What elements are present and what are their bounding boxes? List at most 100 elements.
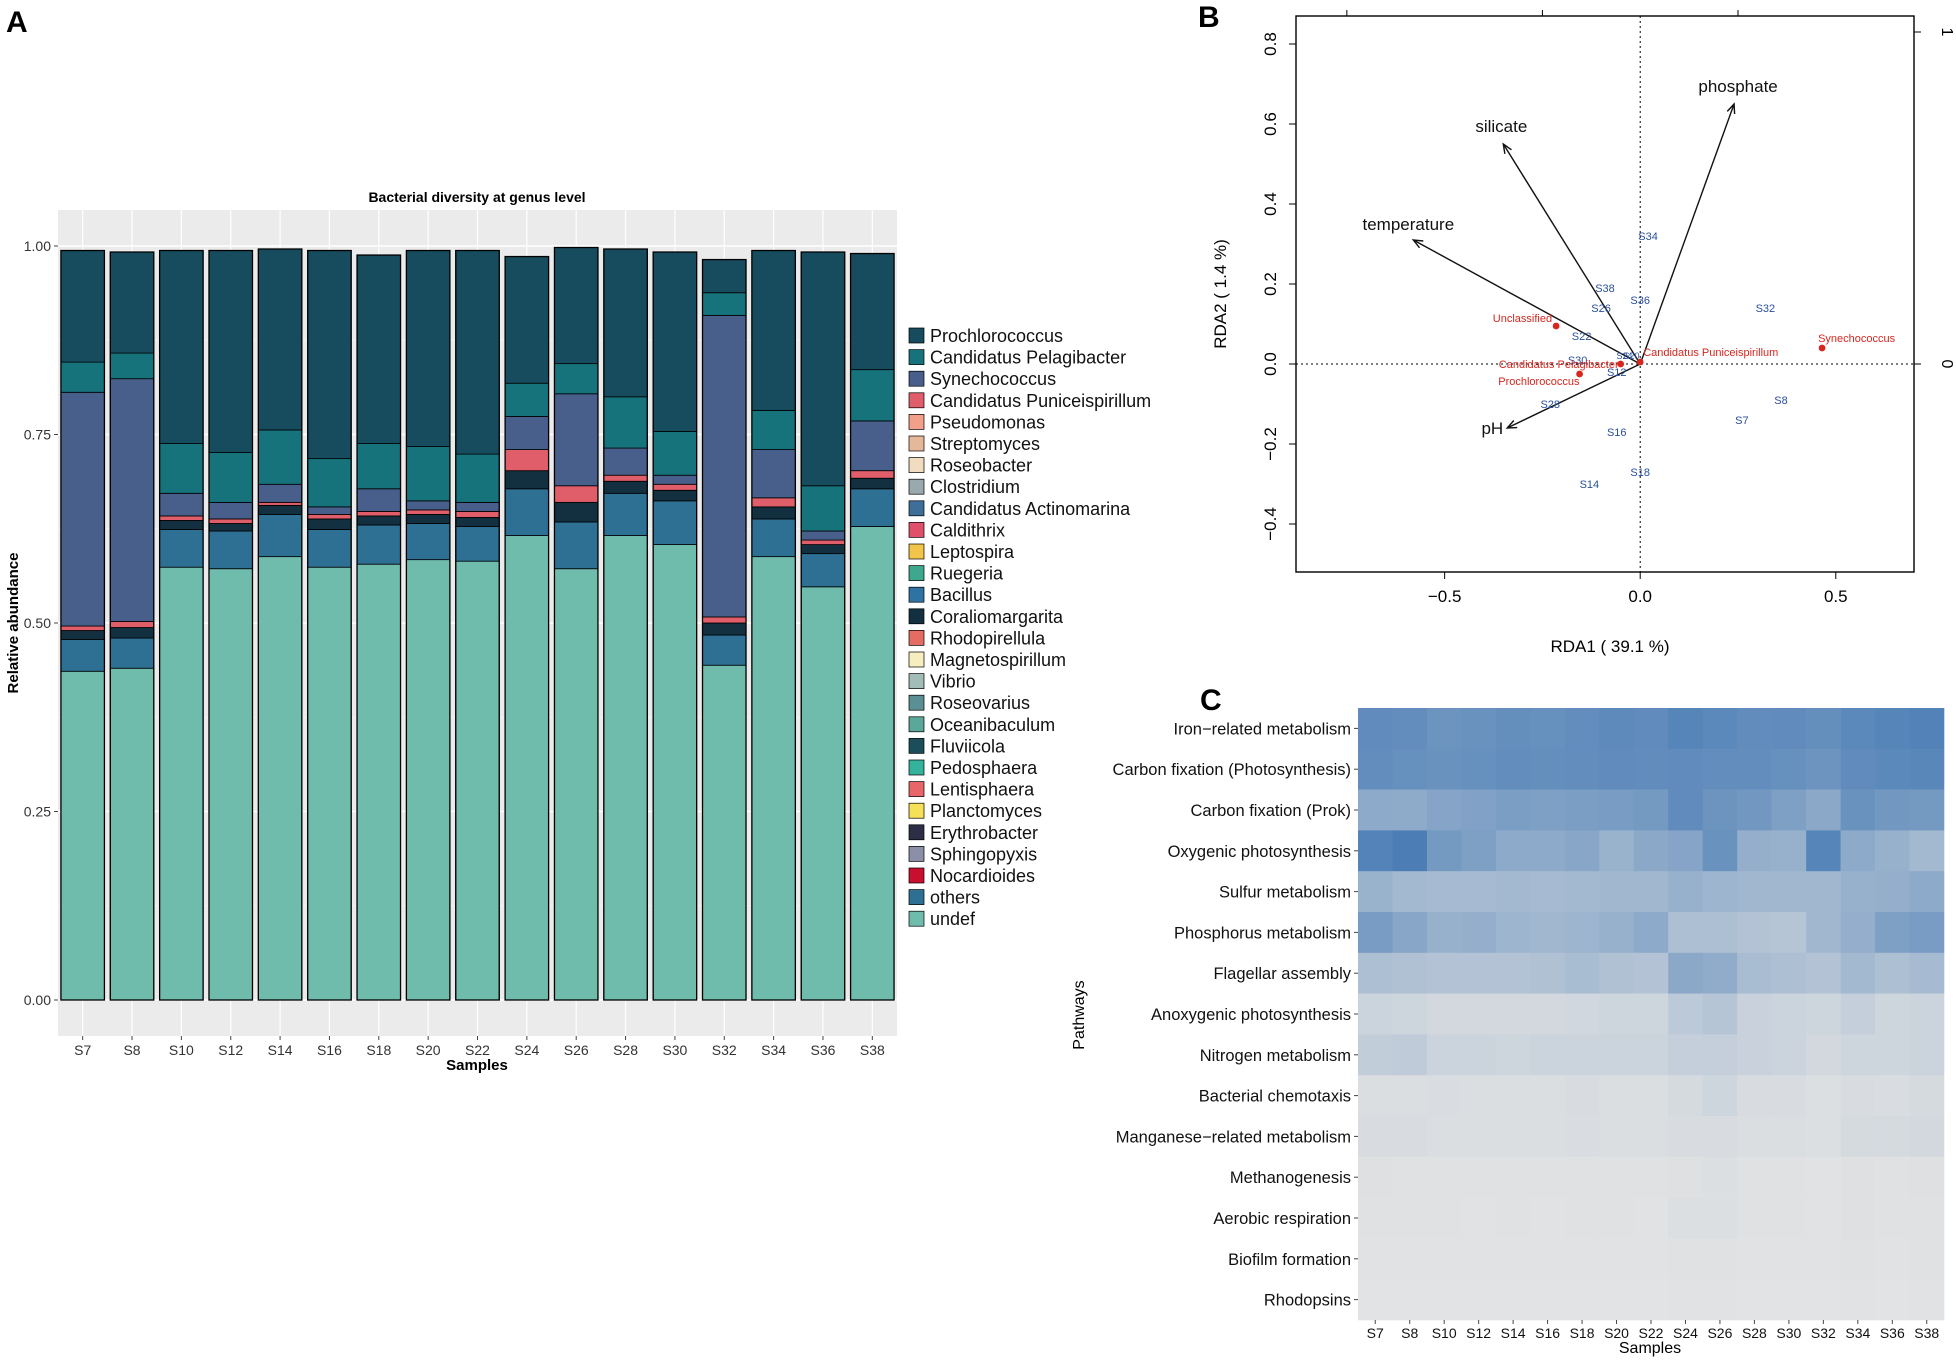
bar-segment-others <box>159 529 204 568</box>
bar-segment-undef <box>405 559 451 1001</box>
sample-label-small: S20 <box>1624 351 1640 361</box>
heatmap-cell <box>1771 748 1807 790</box>
heatmap-cell <box>1426 708 1462 750</box>
heatmap-cell <box>1599 1197 1635 1239</box>
species-points: Synechococcus Unclassified Candidatus Puni… <box>1493 313 1896 388</box>
heatmap-cell <box>1564 748 1600 790</box>
vector-temperature <box>1413 239 1641 365</box>
bar-segment-others <box>603 492 648 536</box>
bar-segment-synechococcus <box>850 420 895 472</box>
bar-segment-undef <box>504 535 550 1001</box>
bar-segment-candidatus-puniceispirillum <box>159 515 204 521</box>
sample-label: S28 <box>1540 399 1560 411</box>
heatmap-cell <box>1806 1075 1841 1117</box>
heatmap-cell <box>1909 1197 1945 1239</box>
heatmap-cell <box>1702 871 1738 913</box>
heatmap-cell <box>1702 912 1738 954</box>
heatmap-cell <box>1668 748 1704 790</box>
sample-label: S20 <box>1604 1325 1629 1341</box>
heatmap-cell <box>1495 830 1531 872</box>
heatmap-cell <box>1392 871 1428 913</box>
x-tick-label: S8 <box>123 1042 140 1058</box>
legend-label: Nocardioides <box>930 866 1035 886</box>
heatmap-cell <box>1599 1116 1635 1158</box>
heatmap-cell <box>1495 1279 1531 1321</box>
pathway-label: Anoxygenic photosynthesis <box>1151 1006 1351 1024</box>
legend-label: Pseudomonas <box>930 412 1045 432</box>
bar-segment-synechococcus <box>504 416 550 450</box>
heatmap-cell <box>1668 1238 1704 1280</box>
legend-label: undef <box>930 909 976 929</box>
heatmap-cell <box>1358 1238 1393 1280</box>
heatmap-cell <box>1771 912 1807 954</box>
heatmap-cell <box>1461 1116 1497 1158</box>
heatmap-cell <box>1358 708 1393 750</box>
heatmap-cell <box>1840 1238 1876 1280</box>
legend-swatch <box>908 651 925 668</box>
heatmap-cell <box>1737 1238 1772 1280</box>
species-point <box>1636 358 1644 366</box>
heatmap-cell <box>1633 912 1669 954</box>
sample-label: S12 <box>1607 367 1627 379</box>
heatmap-cell <box>1875 1238 1910 1280</box>
y-tick-label: 0.4 <box>1261 192 1280 216</box>
sample-points: S34 S38 S36 S26 S32 S22 S30 S12 S28 S8 S7 S16 S18 S14… <box>1540 231 1787 491</box>
heatmap-cell <box>1461 1279 1497 1321</box>
heatmap-cell <box>1840 1075 1876 1117</box>
bar-segment-coraliomargarita <box>800 544 846 555</box>
bar-segment-prochlorococcus <box>751 250 796 411</box>
heatmap-cell <box>1530 748 1566 790</box>
bar-outline <box>405 249 451 1001</box>
legend-swatch <box>908 586 925 603</box>
chart-a-ylabel: Relative abundance <box>5 553 22 694</box>
bar-segment-synechococcus <box>455 501 500 512</box>
heatmap-cell <box>1426 830 1462 872</box>
species-point <box>1617 360 1625 368</box>
sample-labels: S7 S8 S10 S12 S14 S16 S18 S20 S22 S24 S26 S28 S30 S32… <box>1367 1320 1939 1341</box>
bar-segment-candidatus-pelagibacter <box>652 431 698 476</box>
heatmap-cell <box>1599 871 1635 913</box>
bar-outline <box>455 249 500 1001</box>
bar-segment-others <box>405 523 451 561</box>
heatmap-cell <box>1771 993 1807 1035</box>
heatmap-cell <box>1668 1279 1704 1321</box>
heatmap-cell <box>1461 1197 1497 1239</box>
heatmap-cell <box>1426 1034 1462 1076</box>
heatmap-cell <box>1633 952 1669 994</box>
sample-label: S18 <box>1630 467 1650 479</box>
y-tick-label: 0.2 <box>1261 272 1280 296</box>
legend-label: Prochlorococcus <box>930 326 1063 346</box>
heatmap-cell <box>1806 1197 1841 1239</box>
heatmap-cell <box>1771 708 1807 750</box>
legend-swatch <box>908 694 925 711</box>
heatmap-cell <box>1599 1279 1635 1321</box>
heatmap-cell <box>1737 748 1772 790</box>
heatmap-cell <box>1495 1075 1531 1117</box>
sample-label: S14 <box>1501 1325 1526 1341</box>
x-tick-label: S14 <box>268 1042 293 1058</box>
pathway-labels: Iron−related metabolism Carbon fixation (… <box>1113 720 1358 1310</box>
heatmap-cell <box>1633 708 1669 750</box>
heatmap-cell <box>1668 993 1704 1035</box>
heatmap-cell <box>1564 1075 1600 1117</box>
bar-segment-undef <box>702 664 747 1001</box>
bar-segment-coraliomargarita <box>751 506 796 520</box>
heatmap-cell <box>1461 952 1497 994</box>
heatmap-cell <box>1564 830 1600 872</box>
x-tick-label: S24 <box>514 1042 539 1058</box>
legend-label: Roseobacter <box>930 456 1032 476</box>
x-tick-label: S7 <box>74 1042 91 1058</box>
heatmap-cell <box>1530 708 1566 750</box>
bar-outline <box>257 248 303 1001</box>
bar-segment-coraliomargarita <box>554 501 599 523</box>
heatmap-cell <box>1633 830 1669 872</box>
bar-segment-candidatus-pelagibacter <box>554 363 599 395</box>
chart-b-ylabel: RDA2 ( 1.4 %) <box>1211 239 1230 349</box>
species-label: Unclassified <box>1493 313 1552 325</box>
bar-segment-undef <box>800 586 846 1001</box>
heatmap-cell <box>1392 830 1428 872</box>
species-label: Candidatus Pelagibacter <box>1499 359 1619 371</box>
heatmap-cell <box>1737 1075 1772 1117</box>
bar-segment-synechococcus <box>208 501 253 520</box>
